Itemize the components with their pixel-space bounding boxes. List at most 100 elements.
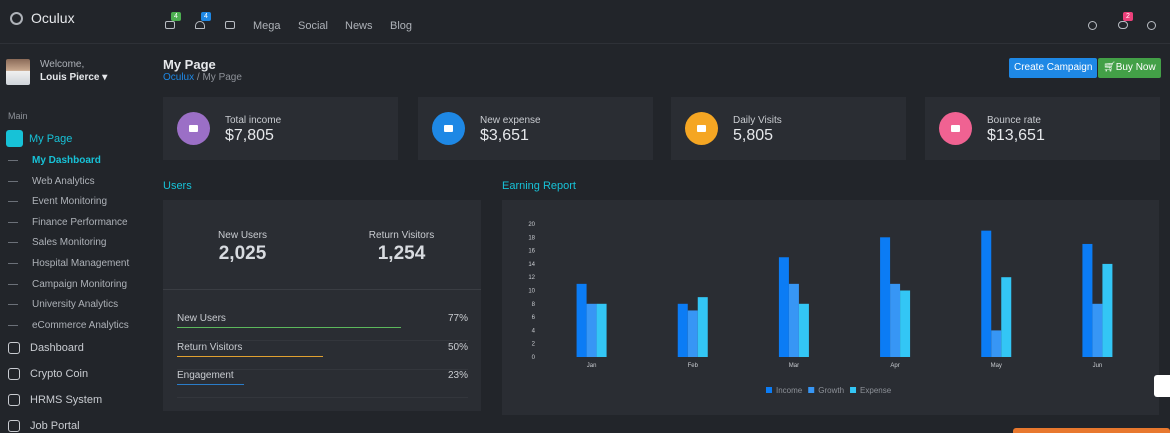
- progress-percent: 23%: [447, 370, 468, 381]
- submenu-label: Web Analytics: [32, 175, 95, 187]
- legend-label: Expense: [860, 386, 892, 395]
- power-icon[interactable]: [1147, 21, 1156, 30]
- legend-swatch: [808, 387, 815, 393]
- menu-item[interactable]: HRMS System: [0, 394, 155, 406]
- mail-icon[interactable]: [165, 21, 175, 29]
- bar: [890, 283, 901, 357]
- legend-label: Income: [776, 386, 803, 395]
- menu-icon: [8, 394, 20, 406]
- y-tick-label: 16: [528, 249, 535, 255]
- stat-label: New expense: [480, 115, 541, 126]
- tag-icon[interactable]: [225, 21, 235, 29]
- buy-now-button[interactable]: 🛒︎Buy Now: [1098, 58, 1161, 78]
- menu-label: Crypto Coin: [30, 368, 89, 380]
- bar: [778, 257, 789, 357]
- y-tick-label: 0: [532, 355, 536, 361]
- stat-card: Bounce rate $13,651: [925, 97, 1160, 160]
- badge: 4: [171, 12, 181, 21]
- settings-tab[interactable]: [1154, 375, 1170, 397]
- breadcrumb: Oculux / My Page: [163, 72, 242, 83]
- submenu-item[interactable]: Campaign Monitoring: [0, 279, 127, 290]
- bell-icon[interactable]: [195, 21, 205, 29]
- welcome: Welcome,: [40, 59, 85, 70]
- button-label: Buy Now: [1115, 62, 1156, 73]
- user-name-text: Louis Pierce: [40, 72, 100, 83]
- search-icon[interactable]: [1088, 21, 1097, 30]
- menu-item-active[interactable]: My Page: [0, 130, 155, 147]
- y-tick-label: 18: [528, 235, 535, 241]
- dash: [8, 160, 18, 161]
- user-total: Return Visitors 1,254: [322, 230, 481, 265]
- stat-value: $7,805: [225, 127, 274, 144]
- submenu-item[interactable]: Event Monitoring: [0, 196, 107, 207]
- user-name[interactable]: Louis Pierce ▾: [40, 72, 108, 83]
- nav-link[interactable]: Blog: [390, 20, 413, 32]
- nav-link[interactable]: Mega: [253, 20, 281, 32]
- bar: [697, 297, 708, 357]
- brand: Oculux: [10, 10, 75, 26]
- legend-swatch: [850, 387, 857, 393]
- legend-label: Growth: [818, 386, 844, 395]
- progress-bar: [177, 327, 402, 328]
- x-tick-label: Jan: [587, 363, 597, 369]
- x-tick-label: Feb: [688, 363, 699, 369]
- dash: [8, 263, 18, 264]
- users-card: [163, 200, 481, 411]
- top-bar: Oculux 4 4 Mega Social News Blog 2: [0, 0, 1170, 44]
- stat-icon: [432, 112, 465, 145]
- breadcrumb-link[interactable]: Oculux: [163, 72, 195, 83]
- progress-bar: [177, 355, 323, 357]
- bar: [991, 330, 1002, 357]
- y-tick-label: 20: [528, 222, 535, 228]
- menu-icon: [8, 368, 20, 380]
- badge: 4: [201, 12, 211, 21]
- x-tick-label: Mar: [789, 363, 799, 369]
- bar: [788, 283, 799, 357]
- stat-value: $3,651: [480, 127, 529, 144]
- menu-icon: [8, 342, 20, 354]
- submenu-label: Finance Performance: [32, 216, 128, 228]
- submenu-item[interactable]: Web Analytics: [0, 176, 95, 187]
- progress-percent: 77%: [447, 313, 468, 324]
- chart: 0 2 4 6 8 10 12 14 16 18 20 Jan Feb Mar Apr May Jun Incom…: [528, 222, 1113, 395]
- submenu-item[interactable]: eCommerce Analytics: [0, 320, 129, 331]
- bottom-banner[interactable]: [1013, 428, 1170, 433]
- progress-row: Engagement 23%: [177, 370, 468, 398]
- bar: [576, 283, 587, 357]
- y-tick-label: 4: [532, 328, 536, 334]
- chart-card: [502, 200, 1159, 415]
- bar: [677, 303, 688, 357]
- bar: [900, 290, 911, 357]
- submenu-item[interactable]: My Dashboard: [0, 155, 101, 166]
- submenu-item[interactable]: Finance Performance: [0, 217, 128, 228]
- progress-name: Engagement: [177, 370, 234, 381]
- chat-icon[interactable]: [1118, 21, 1128, 29]
- total-label: Return Visitors: [368, 230, 435, 241]
- menu-item[interactable]: Dashboard: [0, 342, 155, 354]
- section-title: Earning Report: [502, 180, 576, 192]
- x-tick-label: Jun: [1093, 363, 1103, 369]
- menu-item[interactable]: Crypto Coin: [0, 368, 155, 380]
- menu-label: My Page: [29, 132, 73, 145]
- user-total: New Users 2,025: [163, 230, 322, 265]
- menu-item[interactable]: Job Portal: [0, 420, 155, 432]
- bar: [1001, 277, 1012, 357]
- progress-percent: 50%: [447, 341, 468, 353]
- total-value: 1,254: [377, 243, 426, 264]
- submenu-label: Event Monitoring: [32, 196, 108, 208]
- bar: [1102, 263, 1113, 357]
- create-campaign-button[interactable]: Create Campaign: [1009, 58, 1098, 78]
- x-tick-label: Apr: [890, 363, 899, 369]
- nav-link[interactable]: Social: [298, 20, 328, 32]
- dash: [8, 283, 18, 285]
- dash: [8, 201, 18, 203]
- nav-link[interactable]: News: [345, 20, 373, 32]
- progress-name: New Users: [177, 313, 226, 324]
- submenu-item[interactable]: University Analytics: [0, 299, 118, 310]
- progress-bar: [177, 384, 244, 385]
- total-value: 2,025: [218, 243, 267, 264]
- submenu-item[interactable]: Hospital Management: [0, 258, 129, 269]
- submenu-item[interactable]: Sales Monitoring: [0, 237, 106, 248]
- submenu-label: Hospital Management: [32, 258, 130, 269]
